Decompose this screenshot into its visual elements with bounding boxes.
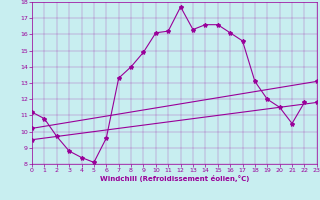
X-axis label: Windchill (Refroidissement éolien,°C): Windchill (Refroidissement éolien,°C)	[100, 175, 249, 182]
